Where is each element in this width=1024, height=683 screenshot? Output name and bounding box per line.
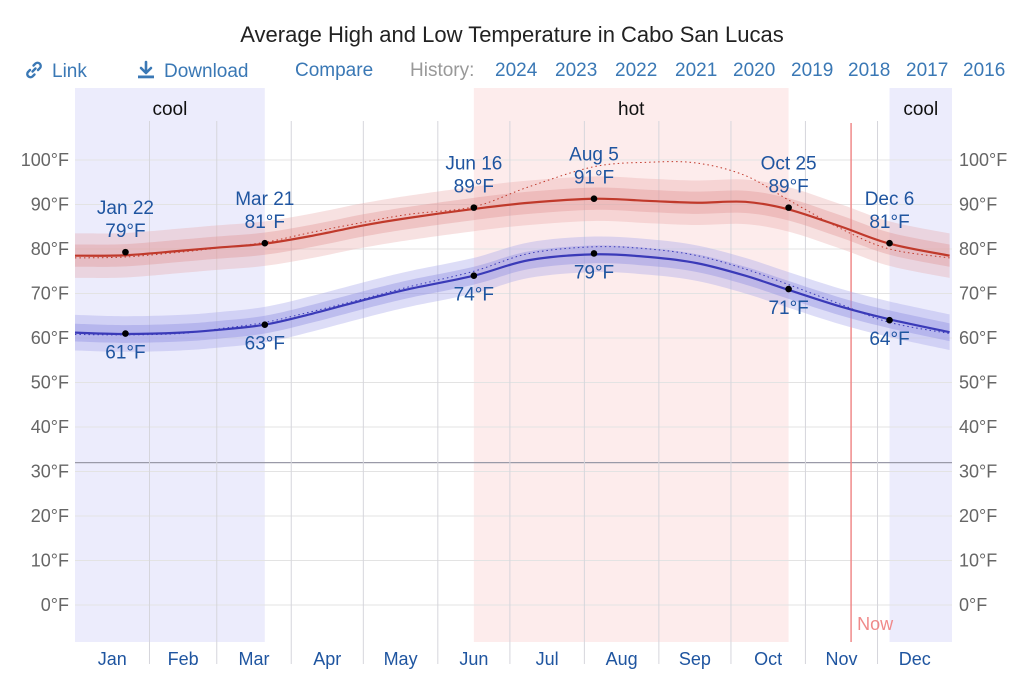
y-tick-label-left: 30°F	[31, 462, 69, 482]
x-tick-label-month: Aug	[606, 649, 638, 669]
history-year-link[interactable]: 2020	[733, 60, 776, 81]
high-annotation-value: 81°F	[245, 212, 285, 233]
high-annotation-date: Mar 21	[235, 189, 294, 210]
y-tick-label-right: 70°F	[959, 284, 997, 304]
low-annotation-value: 71°F	[768, 298, 808, 319]
history-year-link[interactable]: 2022	[615, 60, 658, 81]
high-annotation-value: 91°F	[574, 168, 614, 189]
y-tick-label-right: 40°F	[959, 417, 997, 437]
compare-button[interactable]: Compare	[295, 60, 374, 81]
y-tick-label-left: 70°F	[31, 284, 69, 304]
history-label: History:	[410, 60, 475, 81]
high-annotation-value: 89°F	[768, 177, 808, 198]
low-annotation-point	[122, 330, 129, 337]
link-label: Link	[52, 61, 87, 82]
high-annotation-value: 79°F	[105, 221, 145, 242]
y-tick-label-left: 20°F	[31, 506, 69, 526]
high-annotation-point	[122, 248, 129, 256]
toolbar: Link Download Compare History: 2024 2023…	[0, 58, 1024, 86]
download-icon	[138, 60, 154, 79]
x-tick-label-month: Oct	[754, 649, 782, 669]
high-annotation-date: Jan 22	[97, 198, 154, 219]
high-annotation-point	[590, 195, 598, 203]
y-tick-label-left: 90°F	[31, 195, 69, 215]
season-band-hot	[473, 88, 789, 642]
y-tick-label-right: 60°F	[959, 328, 997, 348]
high-annotation-date: Oct 25	[761, 154, 817, 175]
y-tick-label-left: 0°F	[41, 595, 69, 615]
y-tick-label-right: 30°F	[959, 462, 997, 482]
download-label: Download	[164, 61, 249, 82]
season-label: hot	[618, 99, 645, 120]
chart-title: Average High and Low Temperature in Cabo…	[240, 22, 784, 47]
low-annotation-point	[785, 285, 792, 293]
high-annotation-value: 81°F	[869, 212, 909, 233]
y-tick-label-left: 60°F	[31, 328, 69, 348]
low-range-outer-band	[75, 236, 950, 352]
history-year-link[interactable]: 2019	[791, 60, 834, 81]
y-tick-label-right: 90°F	[959, 195, 997, 215]
history-year-link[interactable]: 2017	[906, 60, 949, 81]
x-tick-label-month: May	[384, 649, 418, 669]
low-annotation-value: 61°F	[105, 343, 145, 364]
high-range-inner-band	[75, 187, 950, 267]
now-label: Now	[857, 614, 894, 634]
high-annotation-date: Aug 5	[569, 145, 619, 166]
x-tick-label-month: Feb	[168, 649, 199, 669]
x-tick-label-month: Jan	[98, 649, 127, 669]
y-tick-label-left: 50°F	[31, 373, 69, 393]
y-tick-label-left: 100°F	[21, 150, 69, 170]
x-tick-label-month: Mar	[239, 649, 270, 669]
low-annotation-value: 79°F	[574, 262, 614, 283]
low-annotation-value: 74°F	[454, 285, 494, 306]
x-tick-label-month: Dec	[899, 649, 931, 669]
low-annotation-value: 63°F	[245, 334, 285, 355]
y-tick-label-right: 80°F	[959, 239, 997, 259]
high-annotation-point	[261, 239, 269, 247]
history-year-link[interactable]: 2018	[848, 60, 891, 81]
low-annotation-point	[590, 250, 598, 257]
low-annotation-value: 64°F	[869, 329, 909, 350]
season-band-cool	[75, 88, 265, 642]
history-year-link[interactable]: 2023	[555, 60, 598, 81]
link-icon	[26, 61, 42, 79]
high-annotation-point	[785, 204, 792, 211]
y-tick-label-right: 50°F	[959, 373, 997, 393]
y-tick-label-right: 20°F	[959, 506, 997, 526]
high-annotation-date: Dec 6	[865, 189, 915, 210]
download-button[interactable]: Download	[136, 60, 249, 83]
y-tick-label-left: 80°F	[31, 239, 69, 259]
y-tick-label-right: 100°F	[959, 150, 1007, 170]
low-annotation-point	[261, 321, 269, 328]
season-band-cool	[889, 88, 952, 642]
history-year-link[interactable]: 2024	[495, 60, 538, 81]
history-year-link[interactable]: 2016	[963, 60, 1006, 81]
x-tick-label-month: Apr	[313, 649, 341, 669]
x-tick-label-month: Jun	[459, 649, 488, 669]
y-tick-label-right: 10°F	[959, 551, 997, 571]
x-tick-label-month: Jul	[536, 649, 559, 669]
x-tick-label-month: Nov	[825, 649, 857, 669]
y-tick-label-right: 0°F	[959, 595, 987, 615]
link-button[interactable]: Link	[24, 60, 87, 83]
high-annotation-value: 89°F	[454, 177, 494, 198]
low-annotation-point	[470, 272, 478, 280]
x-tick-label-month: Sep	[679, 649, 711, 669]
y-tick-label-left: 40°F	[31, 417, 69, 437]
low-annotation-point	[886, 316, 893, 324]
season-label: cool	[152, 99, 187, 120]
high-annotation-point	[470, 204, 478, 211]
high-annotation-date: Jun 16	[445, 154, 502, 175]
history-year-link[interactable]: 2021	[675, 60, 718, 81]
y-tick-label-left: 10°F	[31, 551, 69, 571]
season-label: cool	[903, 99, 938, 120]
high-annotation-point	[886, 239, 893, 247]
